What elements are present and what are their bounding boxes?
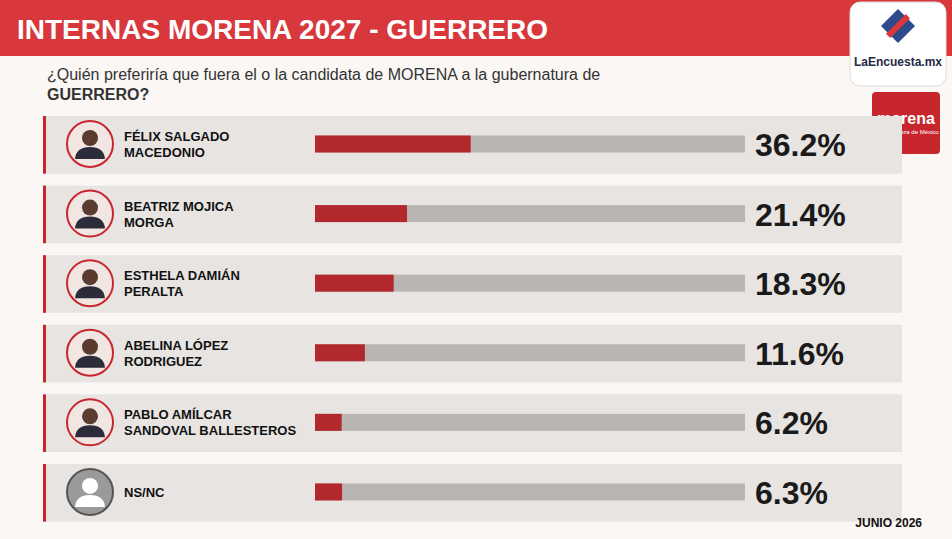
bar	[315, 136, 471, 153]
row-panel	[43, 394, 902, 452]
background	[0, 0, 952, 539]
row-panel	[43, 116, 902, 174]
logo-stripe	[886, 14, 910, 38]
data-label: 6.2%	[755, 405, 828, 441]
bars	[315, 136, 471, 501]
avatar-ring	[67, 260, 113, 306]
avatar	[67, 191, 113, 237]
bar-track	[315, 205, 745, 222]
rows: FÉLIX SALGADOMACEDONIO BEATRIZ MOJICAMORG…	[43, 116, 902, 522]
logo-text: LaEncuesta.mx	[854, 55, 942, 69]
avatar	[67, 469, 113, 515]
data-label: 36.2%	[755, 127, 846, 163]
avatar	[67, 260, 113, 306]
avatar-head	[82, 130, 98, 146]
avatar-body	[75, 425, 105, 437]
avatar	[67, 399, 113, 445]
avatar-ring	[67, 191, 113, 237]
logo-card	[850, 2, 946, 86]
bar-track	[315, 414, 745, 431]
row-accent	[43, 394, 46, 452]
row-accent	[43, 116, 46, 174]
avatar-head	[82, 339, 98, 355]
avatar-body	[75, 356, 105, 368]
row-accent	[43, 464, 46, 522]
avatar-body	[75, 217, 105, 229]
row-panel	[43, 325, 902, 383]
data-label: 11.6%	[755, 336, 844, 372]
logo-square	[881, 9, 915, 43]
avatar-ring	[67, 121, 113, 167]
avatar-head	[82, 408, 98, 424]
row-accent	[43, 325, 46, 383]
category-label: NS/NC	[124, 485, 165, 500]
date-note: JUNIO 2026	[855, 516, 922, 530]
avatar-ring	[67, 330, 113, 376]
data-label: 18.3%	[755, 266, 846, 302]
bar	[315, 205, 407, 222]
category-label: BEATRIZ MOJICAMORGA	[124, 199, 234, 230]
logo-icon	[881, 9, 915, 43]
chart: INTERNAS MORENA 2027 - GUERRERO LaEncuest…	[0, 0, 952, 539]
bar	[315, 344, 365, 361]
data-label: 6.3%	[755, 475, 828, 511]
subtitle: ¿Quién preferiría que fuera el o la cand…	[47, 66, 600, 103]
bar	[315, 483, 342, 500]
avatar	[67, 121, 113, 167]
category-label: PABLO AMÍLCARSANDOVAL BALLESTEROS	[124, 407, 296, 438]
bar-track	[315, 483, 745, 500]
row-panel	[43, 186, 902, 244]
bar	[315, 275, 394, 292]
bar-track	[315, 136, 745, 153]
avatar-head	[82, 200, 98, 216]
data-labels: 36.2% 21.4% 18.3% 11.6% 6.2% 6.3%	[755, 127, 846, 511]
category-label: FÉLIX SALGADOMACEDONIO	[124, 129, 229, 160]
header-band	[0, 0, 952, 56]
avatar-body	[75, 495, 105, 507]
bar-track	[315, 275, 745, 292]
bar	[315, 414, 342, 431]
row-accent	[43, 186, 46, 244]
avatar	[67, 330, 113, 376]
bar-track	[315, 344, 745, 361]
avatar-head	[82, 478, 98, 494]
category-label: ESTHELA DAMIÁNPERALTA	[124, 268, 240, 299]
avatar-ring	[67, 399, 113, 445]
title: INTERNAS MORENA 2027 - GUERRERO	[17, 14, 548, 45]
row-panel	[43, 464, 902, 522]
avatar-head	[82, 269, 98, 285]
row-accent	[43, 255, 46, 313]
avatar-body	[75, 147, 105, 159]
category-label: ABELINA LÓPEZRODRIGUEZ	[124, 338, 228, 369]
row-panel	[43, 255, 902, 313]
avatar-body	[75, 286, 105, 298]
data-label: 21.4%	[755, 197, 846, 233]
avatar-ring	[67, 469, 113, 515]
